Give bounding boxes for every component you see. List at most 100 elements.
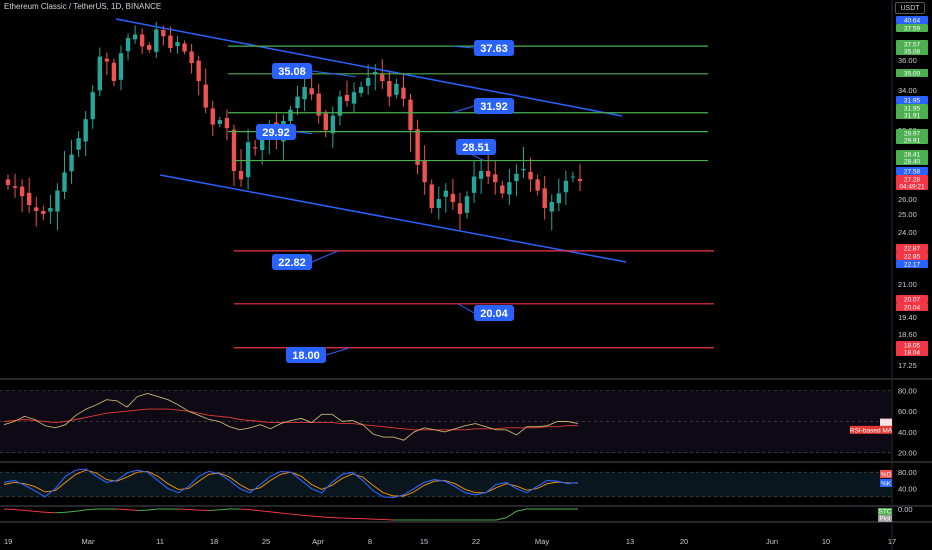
candle-body xyxy=(97,56,102,91)
callout-pointer xyxy=(451,105,475,114)
stc-line-segment xyxy=(147,508,158,511)
stc-line-segment xyxy=(290,513,302,516)
stoch-tick-label: 80.00 xyxy=(898,468,917,477)
stoch-tick-label: 40.00 xyxy=(898,485,917,494)
rsi-tick-label: 60.00 xyxy=(898,407,917,416)
price-annotation-box xyxy=(456,139,496,155)
callout-pointer xyxy=(295,131,313,135)
candle-body xyxy=(450,193,456,202)
price-annotation-box xyxy=(474,98,514,114)
price-annotation-label: 31.92 xyxy=(480,101,508,113)
axis-price-tag xyxy=(896,150,928,158)
price-annotation-box xyxy=(474,305,514,321)
candle-body xyxy=(528,171,533,180)
rsi-line xyxy=(3,393,579,441)
axis-price-tag xyxy=(896,136,928,144)
candle-body xyxy=(252,147,258,149)
stc-line-segment xyxy=(219,508,230,511)
axis-price-tag-label: 29.97 xyxy=(904,130,921,137)
axis-price-tag xyxy=(896,244,928,252)
candle-body xyxy=(210,108,215,125)
candle-body xyxy=(196,60,201,81)
candle-body xyxy=(394,84,399,95)
channel-upper-line xyxy=(115,18,623,117)
candle-body xyxy=(111,62,117,81)
candle-body xyxy=(34,207,39,211)
candle-body xyxy=(288,109,293,121)
stc-plot-legend-tag xyxy=(878,515,892,522)
stc-line-segment xyxy=(239,508,251,511)
axis-price-tag-label: 18.05 xyxy=(904,342,921,349)
x-tick-label: 15 xyxy=(420,537,428,546)
rsi-legend-tag xyxy=(880,418,892,427)
candle-body xyxy=(139,34,145,47)
candle-body xyxy=(154,29,159,52)
price-annotation-label: 35.08 xyxy=(278,66,306,78)
stc-line-segment xyxy=(188,508,199,511)
x-tick-label: 25 xyxy=(262,537,270,546)
candle-body xyxy=(478,171,484,179)
axis-price-tag xyxy=(896,157,928,165)
candle-body xyxy=(90,92,95,120)
rsi-ma-legend-label: RSI-based MA xyxy=(850,427,893,434)
y-tick-label: 25.00 xyxy=(898,210,917,219)
candle-body xyxy=(351,92,357,104)
x-tick-label: 11 xyxy=(156,537,164,546)
x-tick-label: Apr xyxy=(312,537,324,546)
stc-line-segment xyxy=(65,510,76,513)
candle-body xyxy=(457,203,463,214)
candle-body xyxy=(168,35,173,49)
stc-line-segment xyxy=(126,509,138,512)
x-tick-label: 13 xyxy=(626,537,634,546)
candle-body xyxy=(83,119,88,142)
axis-price-tag-label: 31.95 xyxy=(904,105,921,112)
stc-line-segment xyxy=(24,509,35,512)
candle-body xyxy=(203,84,208,108)
axis-price-tag xyxy=(896,111,928,119)
candle-body xyxy=(401,87,406,99)
y-tick-label: 34.00 xyxy=(898,86,917,95)
price-annotation-label: 29.92 xyxy=(262,127,290,139)
candle-body xyxy=(373,72,378,75)
axis-price-tag-label: 28.40 xyxy=(904,158,921,165)
axis-price-tag xyxy=(896,167,928,175)
axis-price-tag-label: 04:49:21 xyxy=(899,183,925,190)
price-annotation-box xyxy=(474,40,514,56)
stoch-band xyxy=(0,472,892,497)
candle-body xyxy=(493,174,498,183)
axis-price-tag xyxy=(896,69,928,77)
stc-line-segment xyxy=(495,517,507,521)
candle-body xyxy=(415,129,420,165)
candle-body xyxy=(295,96,300,109)
axis-price-tag-label: 22.85 xyxy=(904,253,921,260)
callout-pointer xyxy=(451,45,475,49)
callout-pointer xyxy=(457,303,475,314)
axis-price-tag-label: 18.04 xyxy=(904,349,921,356)
axis-price-tag xyxy=(896,348,928,356)
stc-tick-label: 0.00 xyxy=(898,505,913,514)
stc-line-segment xyxy=(3,508,15,511)
x-tick-label: 10 xyxy=(822,537,830,546)
x-tick-label: 20 xyxy=(680,537,688,546)
axis-price-tag xyxy=(896,303,928,311)
axis-price-tag-label: 20.04 xyxy=(904,304,921,311)
y-tick-label: 18.60 xyxy=(898,330,917,339)
price-annotation-label: 37.63 xyxy=(480,43,508,55)
stc-plot-legend-label: Plot xyxy=(879,516,890,523)
stc-line-segment xyxy=(75,509,87,512)
x-tick-label: Mar xyxy=(82,537,95,546)
axis-price-tag xyxy=(896,104,928,112)
axis-price-tag xyxy=(896,96,928,104)
candle-body xyxy=(238,171,244,180)
stc-line-segment xyxy=(505,510,517,519)
stc-line-segment xyxy=(311,515,322,518)
currency-button[interactable]: USDT xyxy=(895,2,925,14)
stc-line-segment xyxy=(116,508,128,511)
candle-body xyxy=(55,190,60,212)
y-tick-label: 17.25 xyxy=(898,361,917,370)
axis-price-tag-label: 31.91 xyxy=(904,112,921,119)
stc-line-segment xyxy=(321,516,333,519)
candle-body xyxy=(76,138,81,150)
candle-body xyxy=(471,176,477,193)
